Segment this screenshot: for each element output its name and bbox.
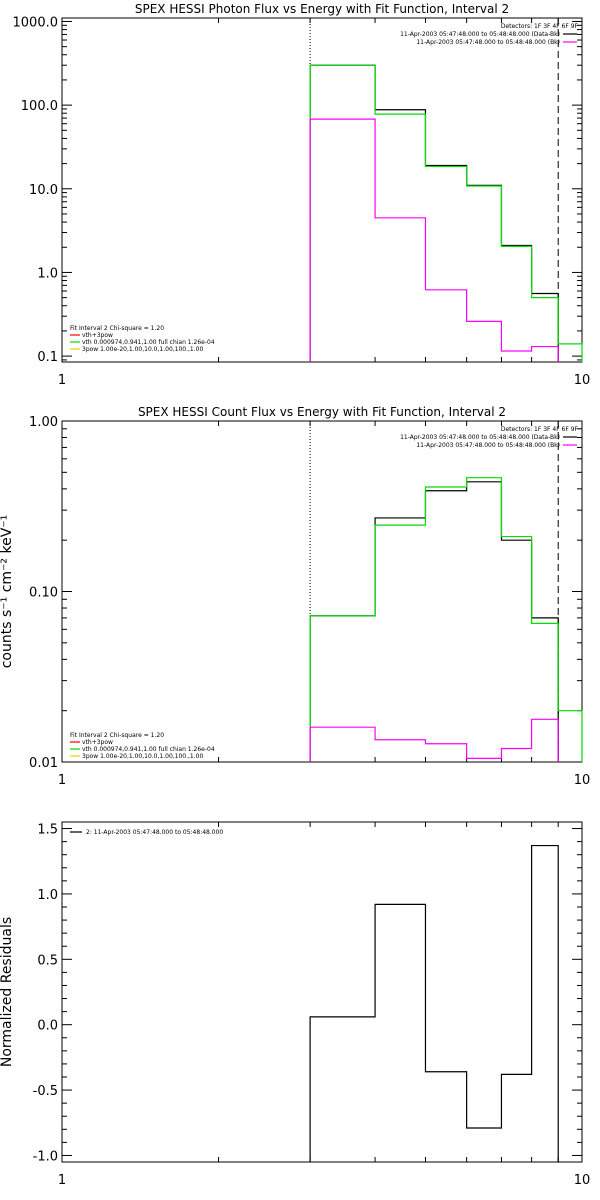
series-step-line-1	[309, 481, 559, 762]
fit-legend-text: vth 0.000974,0.941,1.00 full chian 1.26e…	[82, 746, 215, 753]
x-tick-label: 1	[58, 1173, 66, 1188]
chart-title: SPEX HESSI Photon Flux vs Energy with Fi…	[135, 2, 509, 16]
chart-panel-2: SPEX HESSI Count Flux vs Energy with Fit…	[0, 405, 590, 788]
legend-header-text: 11-Apr-2003 05:47:48.000 to 05:48:48.000…	[400, 434, 560, 441]
legend-header-text: Detectors: 1F 3F 4F 6F 9F	[501, 426, 579, 433]
series-step-line-2	[309, 477, 583, 762]
y-tick-label: 1.0	[37, 266, 58, 281]
legend-header-text: 11-Apr-2003 05:47:48.000 to 05:48:48.000…	[416, 442, 560, 449]
y-tick-label: 100.0	[21, 99, 58, 114]
y-axis: 0.01 0.10 1.00	[29, 415, 582, 771]
legend-header-text: 11-Apr-2003 05:47:48.000 to 05:48:48.000…	[416, 39, 560, 46]
chart-panel-3: Normalized Residuals -1.0 -0.5 0.0 0.5 1.0 1.5…	[0, 821, 590, 1188]
series-step-line-3	[309, 118, 559, 362]
y-tick-label: -1.0	[33, 1149, 58, 1164]
y-tick-label: 0.0	[37, 1019, 58, 1034]
y-tick-label: 0.01	[29, 756, 58, 771]
fit-legend-text: Fit Interval 2 Chi-square = 1.20	[70, 732, 164, 739]
fit-legend-text: vth+3pow	[82, 332, 113, 339]
fit-legend-text: vth 0.000974,0.941,1.00 full chian 1.26e…	[82, 339, 215, 346]
plot-frame	[61, 17, 583, 363]
y-tick-label: 0.5	[37, 953, 58, 968]
x-tick-label: 10	[574, 373, 591, 388]
chart-panel-1: SPEX HESSI Photon Flux vs Energy with Fi…	[13, 2, 591, 388]
x-tick-label: 1	[58, 773, 66, 788]
series-step-line-1	[309, 844, 559, 1162]
plot-frame	[61, 821, 583, 1163]
fit-legend-text: vth+3pow	[82, 739, 113, 746]
y-tick-label: 1000.0	[13, 15, 59, 30]
y-tick-label: -0.5	[33, 1084, 58, 1099]
fit-legend-text: 3pow 1.00e-20,1.00,10.0,1.00,100.,1.00	[82, 346, 203, 353]
y-tick-label: 0.10	[29, 586, 58, 601]
chart-title: SPEX HESSI Count Flux vs Energy with Fit…	[138, 405, 506, 419]
plot-frame	[61, 420, 583, 763]
y-tick-label: 1.00	[29, 415, 58, 430]
legend-header-text: Detectors: 1F 3F 4F 6F 9F	[501, 23, 579, 30]
x-axis: 1 10	[58, 18, 590, 388]
legend-text: 2: 11-Apr-2003 05:47:48.000 to 05:48:48.…	[86, 829, 223, 836]
y-axis: -1.0 -0.5 0.0 0.5 1.0 1.5	[33, 823, 582, 1164]
y-axis-label: counts s⁻¹ cm⁻² keV⁻¹	[0, 515, 15, 669]
x-axis: 1 10	[58, 421, 590, 788]
series-step-line-2	[309, 64, 583, 362]
y-tick-label: 1.0	[37, 888, 58, 903]
legend-header-text: 11-Apr-2003 05:47:48.000 to 05:48:48.000…	[400, 31, 560, 38]
x-axis: 1 10	[58, 822, 590, 1188]
series-step-line-1	[309, 64, 559, 362]
fit-legend-text: 3pow 1.00e-20,1.00,10.0,1.00,100.,1.00	[82, 753, 203, 760]
x-tick-label: 1	[58, 373, 66, 388]
x-tick-label: 10	[574, 773, 591, 788]
x-tick-label: 10	[574, 1173, 591, 1188]
y-axis: 0.1 1.0 10.0 100.0 1000.0	[13, 15, 582, 365]
fit-legend-text: Fit Interval 2 Chi-square = 1.20	[70, 325, 164, 332]
series-step-line-3	[309, 718, 559, 762]
y-tick-label: 1.5	[37, 823, 58, 838]
y-tick-label: 10.0	[29, 183, 58, 198]
y-axis-label: Normalized Residuals	[0, 917, 15, 1067]
y-tick-label: 0.1	[37, 350, 58, 365]
